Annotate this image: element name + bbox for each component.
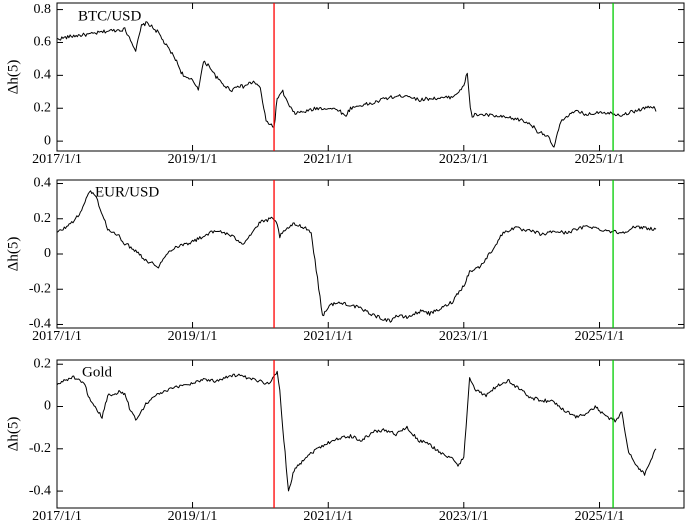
panel-gold: Gold Δh(5) 2017/1/1 2019/1/1 2021/1/1 2023/… bbox=[5, 356, 685, 524]
panel-eurusd: EUR/USD Δh(5) 2017/1/1 2019/1/1 2021/1/1 20… bbox=[5, 176, 685, 344]
series-line bbox=[56, 21, 657, 148]
y-tick-label: 0.8 bbox=[34, 2, 52, 17]
panel-label-gold: Gold bbox=[82, 364, 113, 380]
ticks-btcusd: 2017/1/1 2019/1/1 2021/1/1 2023/1/1 2025/1/1… bbox=[32, 2, 684, 167]
ticks-gold: 2017/1/1 2019/1/1 2021/1/1 2023/1/1 2025/1/1… bbox=[29, 356, 684, 524]
x-tick-label: 2017/1/1 bbox=[32, 152, 82, 167]
x-tick-label: 2019/1/1 bbox=[168, 329, 218, 344]
y-tick-label: 0.4 bbox=[34, 176, 52, 191]
ticks-eurusd: 2017/1/1 2019/1/1 2021/1/1 2023/1/1 2025/1/1… bbox=[29, 176, 684, 344]
x-tick-label: 2021/1/1 bbox=[303, 329, 353, 344]
x-tick-label: 2023/1/1 bbox=[439, 152, 489, 167]
y-tick-label: 0.2 bbox=[34, 100, 52, 115]
y-tick-label: 0 bbox=[44, 399, 51, 414]
x-tick-label: 2017/1/1 bbox=[32, 329, 82, 344]
y-tick-label: -0.2 bbox=[29, 281, 51, 296]
series-line bbox=[56, 190, 657, 323]
x-tick-label: 2025/1/1 bbox=[575, 329, 625, 344]
x-tick-label: 2017/1/1 bbox=[32, 509, 82, 524]
y-tick-label: 0 bbox=[44, 133, 51, 148]
x-tick-label: 2021/1/1 bbox=[303, 509, 353, 524]
x-tick-label: 2019/1/1 bbox=[168, 152, 218, 167]
plot-frame-eurusd bbox=[56, 179, 685, 329]
x-tick-label: 2019/1/1 bbox=[168, 509, 218, 524]
panel-label-eurusd: EUR/USD bbox=[95, 184, 159, 200]
x-tick-label: 2021/1/1 bbox=[303, 152, 353, 167]
marks-gold bbox=[56, 360, 657, 508]
marks-eurusd bbox=[56, 180, 657, 328]
plot-frame-gold bbox=[56, 359, 685, 509]
panel-label-btcusd: BTC/USD bbox=[78, 8, 142, 24]
y-tick-label: 0.6 bbox=[34, 35, 52, 50]
x-tick-label: 2025/1/1 bbox=[575, 152, 625, 167]
y-tick-label: -0.4 bbox=[29, 483, 51, 498]
panel-btcusd: BTC/USD Δh(5) 2017/1/1 2019/1/1 2021/1/1 20… bbox=[5, 2, 685, 167]
y-axis-title-btcusd: Δh(5) bbox=[5, 60, 21, 95]
y-tick-label: -0.2 bbox=[29, 441, 51, 456]
y-tick-label: 0 bbox=[44, 246, 51, 261]
x-tick-label: 2025/1/1 bbox=[575, 509, 625, 524]
y-tick-label: 0.2 bbox=[34, 356, 52, 371]
x-tick-label: 2023/1/1 bbox=[439, 329, 489, 344]
marks-btcusd bbox=[56, 3, 657, 151]
y-axis-title-gold: Δh(5) bbox=[5, 417, 21, 452]
y-tick-label: -0.4 bbox=[29, 317, 51, 332]
y-tick-label: 0.4 bbox=[34, 68, 52, 83]
series-line bbox=[56, 370, 657, 492]
y-tick-label: 0.2 bbox=[34, 211, 52, 226]
y-axis-title-eurusd: Δh(5) bbox=[5, 237, 21, 272]
plot-frame-btcusd bbox=[56, 2, 685, 152]
x-tick-label: 2023/1/1 bbox=[439, 509, 489, 524]
